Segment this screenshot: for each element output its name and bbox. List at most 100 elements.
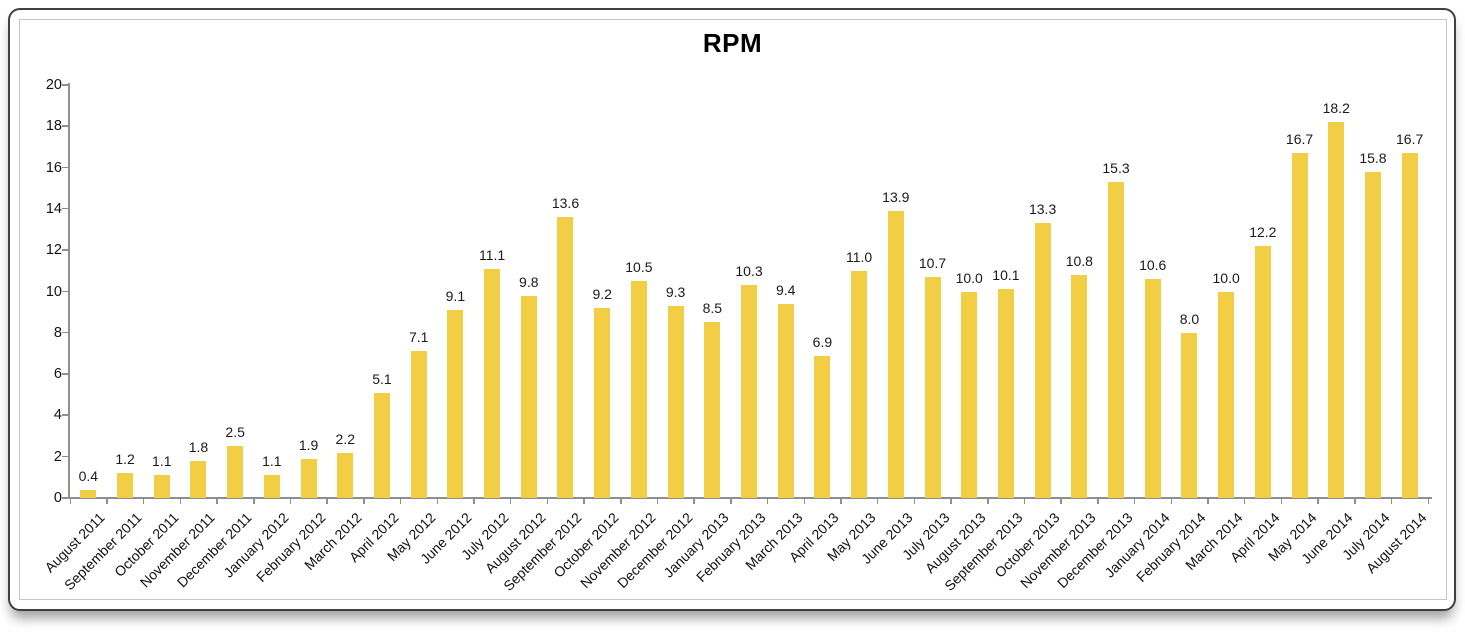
bar-value-label: 10.0 (955, 269, 983, 286)
y-tick-label: 2 (53, 448, 62, 465)
x-axis-tick (546, 499, 549, 504)
bar-value-label: 5.1 (372, 370, 392, 387)
bar (1071, 274, 1088, 498)
bar-value-label: 10.1 (992, 267, 1020, 284)
y-axis-tick (62, 497, 68, 499)
x-axis-tick (509, 499, 512, 504)
bar (337, 452, 354, 498)
x-axis-tick (1097, 499, 1099, 504)
x-axis (68, 497, 1432, 499)
x-axis-tick (399, 499, 402, 504)
bar (484, 268, 501, 498)
x-axis-tick (1427, 499, 1429, 504)
bar (741, 285, 757, 498)
y-axis-tick (62, 125, 68, 127)
bar-value-label: 9.4 (775, 281, 796, 298)
chart-inner-border (19, 19, 1447, 600)
bar-value-label: 10.3 (735, 263, 763, 280)
x-axis-tick (142, 499, 145, 504)
y-tick-label: 14 (45, 200, 62, 217)
x-axis-tick (1317, 499, 1319, 504)
bar-value-label: 18.2 (1322, 100, 1350, 117)
y-axis-tick (62, 373, 68, 375)
bar-value-label: 8.0 (1179, 310, 1200, 327)
x-axis-tick (950, 499, 952, 504)
bar (704, 322, 721, 498)
x-axis-tick (363, 499, 365, 504)
bar-value-label: 10.5 (625, 259, 653, 276)
x-axis-tick (1170, 499, 1173, 504)
bar (153, 475, 170, 498)
bar-value-label: 11.0 (845, 248, 873, 265)
x-axis-tick (693, 499, 695, 504)
x-axis-tick (766, 499, 769, 504)
x-axis-tick (326, 499, 328, 504)
bar (814, 355, 831, 498)
bar-value-label: 1.2 (115, 451, 135, 468)
chart-title: RPM (702, 28, 763, 58)
y-tick-label: 10 (45, 283, 62, 300)
x-axis-tick (473, 499, 475, 504)
bar-value-label: 16.7 (1396, 131, 1424, 148)
bar (1291, 153, 1308, 498)
bar (630, 281, 647, 498)
bar (1034, 223, 1051, 498)
bar-value-label: 9.2 (592, 286, 612, 303)
y-tick-label: 8 (53, 324, 62, 341)
x-axis-tick (1390, 499, 1393, 504)
x-axis-tick (583, 499, 585, 504)
bar-value-label: 13.6 (551, 195, 580, 212)
bar (300, 458, 317, 498)
bar (594, 308, 611, 498)
bar-value-label: 9.1 (445, 288, 466, 305)
bar-value-label: 15.3 (1102, 160, 1130, 177)
y-tick-label: 4 (53, 407, 62, 424)
bar-value-label: 16.7 (1285, 131, 1314, 148)
y-axis-tick (62, 84, 68, 86)
y-tick-label: 12 (45, 242, 62, 259)
bar-value-label: 15.8 (1359, 149, 1387, 166)
bar-value-label: 6.9 (812, 333, 833, 350)
bar (1364, 171, 1381, 498)
bar-value-label: 11.1 (478, 246, 506, 263)
x-axis-tick (1207, 499, 1209, 504)
x-axis-tick (803, 499, 806, 504)
x-axis-tick (69, 499, 71, 504)
x-axis-tick (1060, 499, 1062, 504)
bar (1108, 182, 1125, 498)
y-axis-tick (62, 455, 68, 458)
bar (80, 489, 97, 498)
x-axis-tick (1280, 499, 1283, 504)
y-axis-tick (62, 414, 68, 416)
bar (373, 392, 390, 498)
y-tick-label: 20 (45, 77, 62, 93)
bar (961, 291, 978, 498)
bar-value-label: 10.7 (918, 255, 947, 272)
bar (1144, 279, 1161, 498)
x-axis-tick (289, 499, 292, 504)
x-axis-tick (913, 499, 916, 504)
y-axis-tick (62, 207, 68, 210)
y-tick-label: 0 (53, 490, 62, 506)
bar-value-label: 1.1 (152, 453, 172, 470)
bar-value-label: 10.8 (1065, 252, 1093, 269)
x-axis-tick (840, 499, 842, 504)
bar-value-label: 10.6 (1139, 257, 1167, 274)
bar (117, 473, 134, 498)
bar (1254, 246, 1271, 498)
x-axis-tick (216, 499, 218, 504)
bar-value-label: 10.0 (1212, 269, 1240, 286)
bar (1401, 153, 1418, 498)
bar-value-label: 1.8 (188, 438, 209, 455)
bar-value-label: 13.9 (882, 188, 910, 205)
x-axis-tick (179, 499, 182, 504)
bar (1218, 291, 1235, 498)
x-axis-tick (730, 499, 732, 504)
bar-value-label: 7.1 (408, 329, 429, 346)
bar (777, 303, 794, 498)
bar (1328, 122, 1345, 498)
bar-value-label: 12.2 (1249, 224, 1277, 241)
x-axis-tick (106, 499, 108, 504)
bar (520, 295, 537, 498)
